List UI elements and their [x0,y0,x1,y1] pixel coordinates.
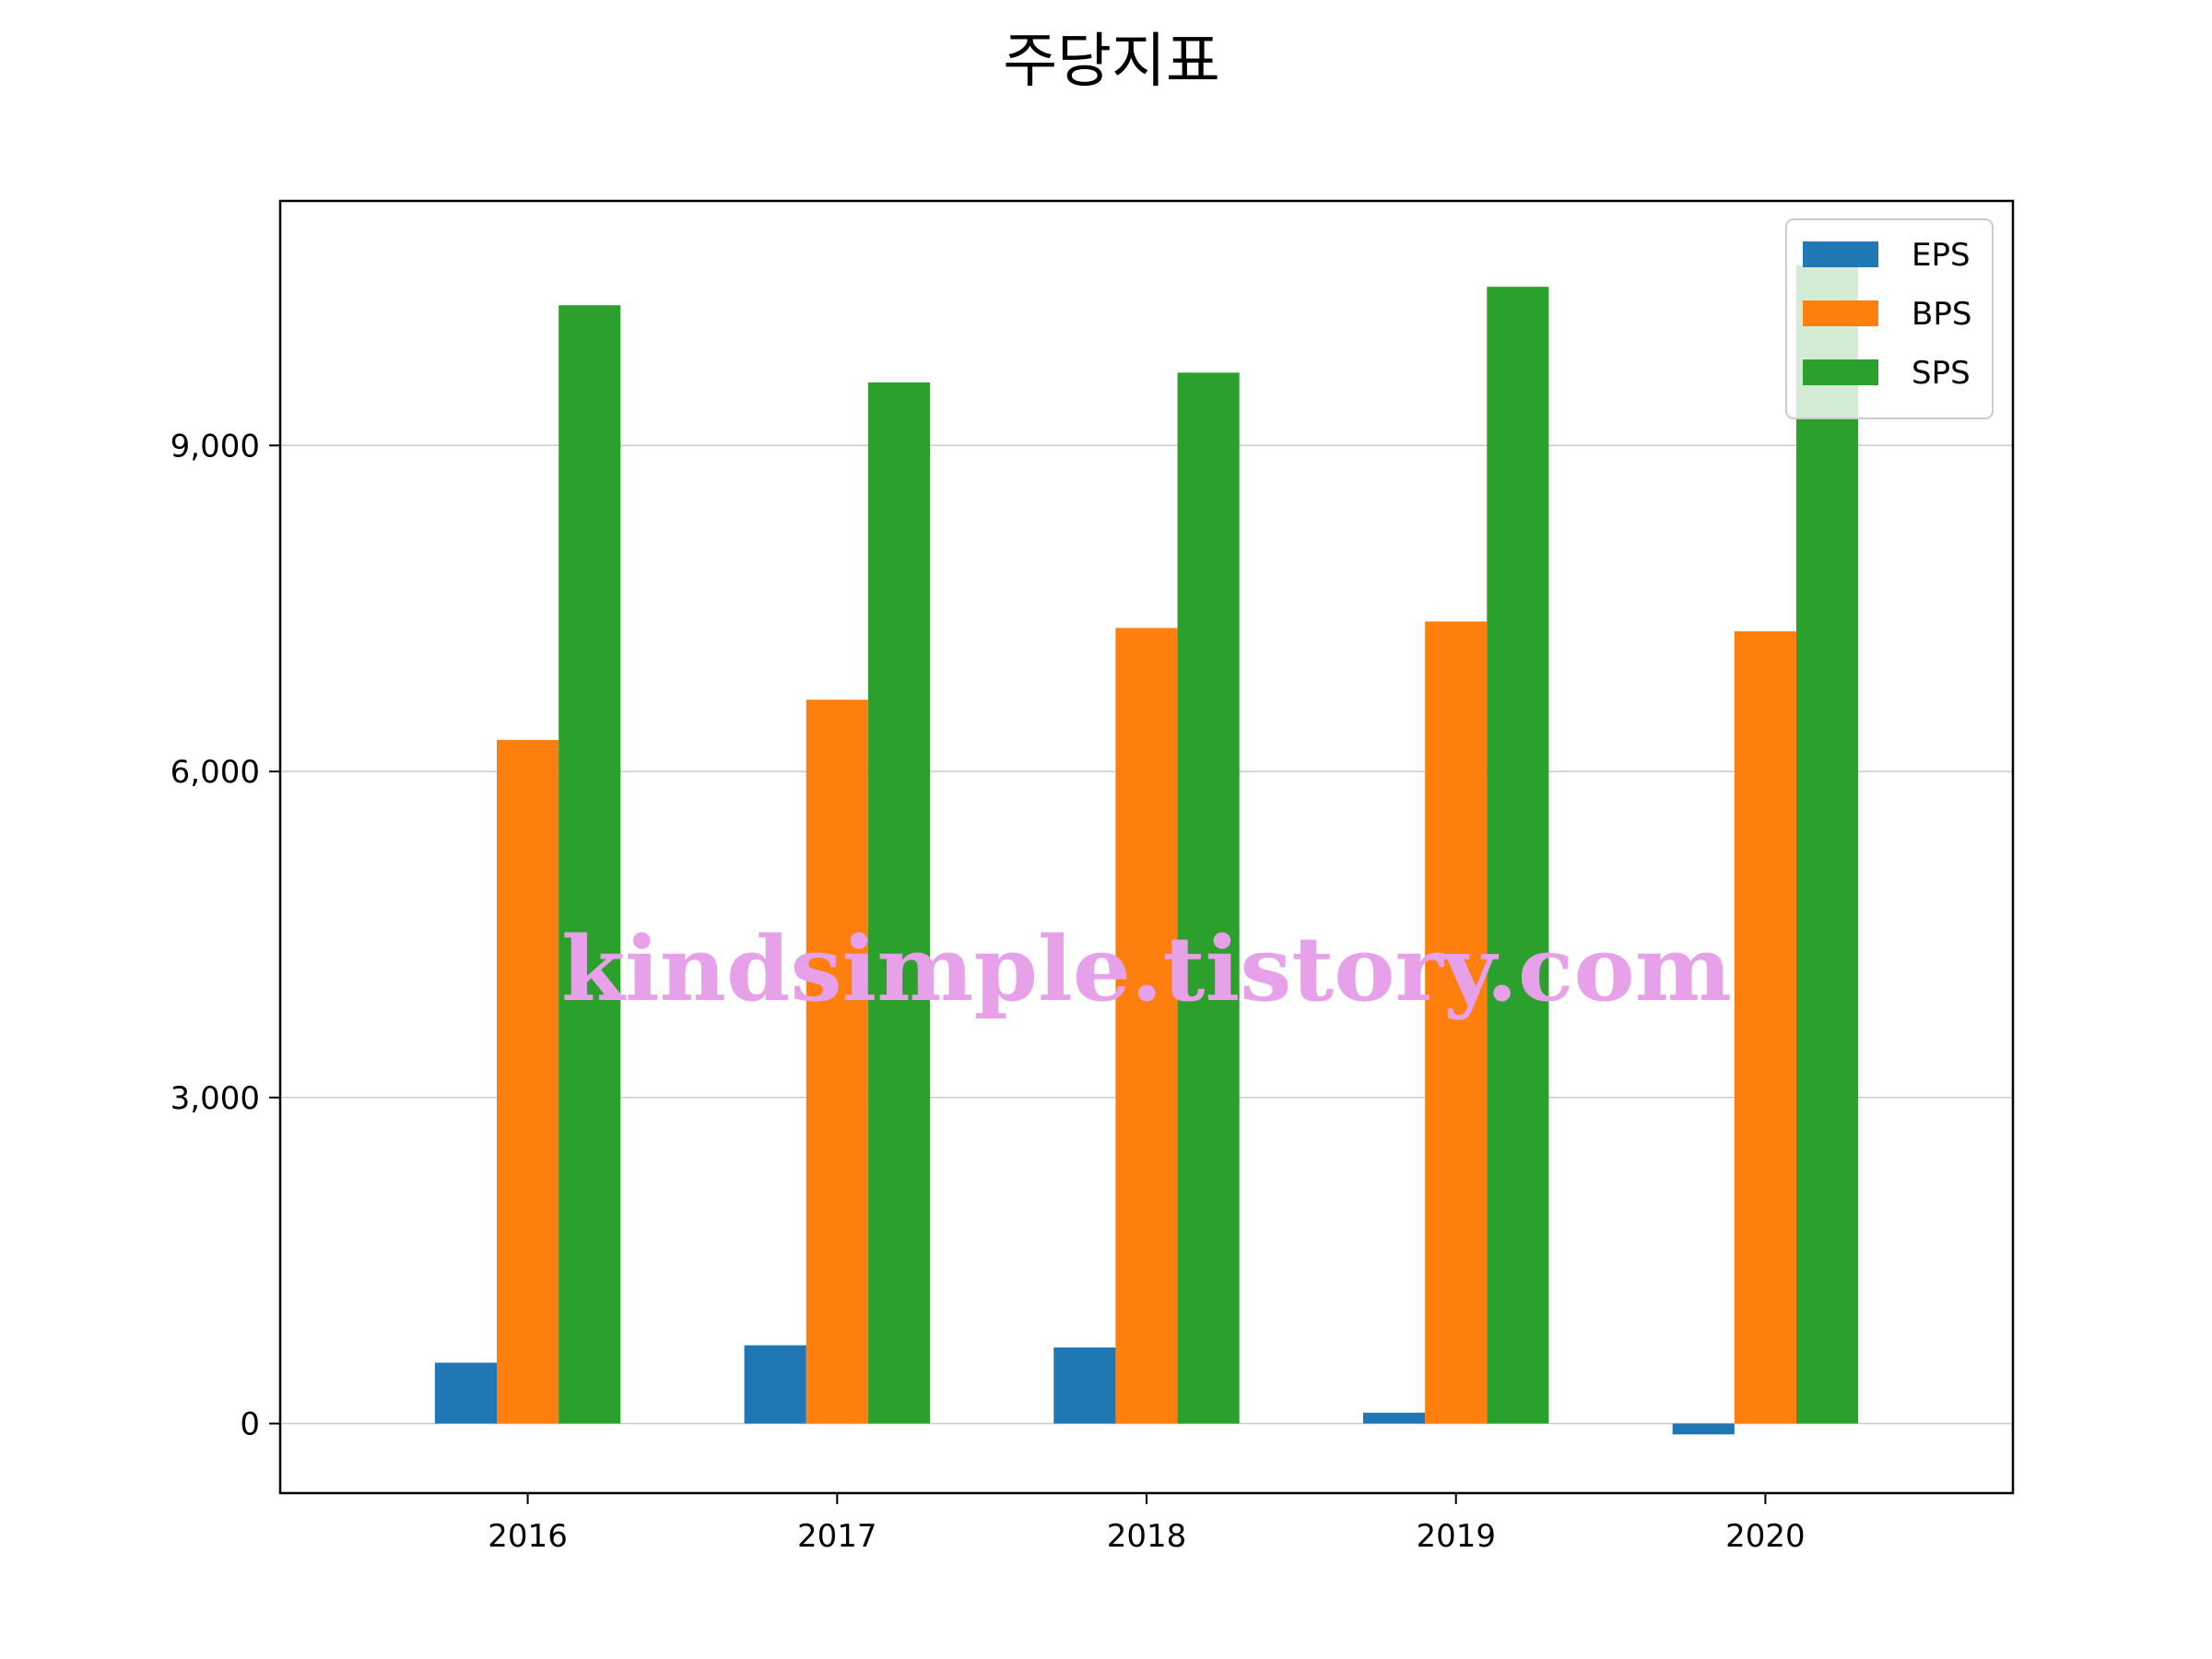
y-tick-label: 9,000 [171,428,260,465]
watermark-text: kindsimple.tistory.com [561,917,1732,1021]
bars [434,265,1859,1435]
legend-swatch-eps [1803,241,1878,267]
bar-bps-2018 [1115,628,1178,1424]
bar-eps-2016 [434,1362,497,1424]
bar-bps-2017 [806,700,868,1424]
y-tick-label: 3,000 [171,1080,260,1117]
bar-eps-2020 [1672,1423,1735,1435]
legend-swatch-bps [1803,300,1878,326]
bar-eps-2018 [1053,1347,1116,1424]
bar-bps-2020 [1734,630,1796,1424]
bar-sps-2017 [867,382,930,1424]
x-tick-label: 2017 [797,1518,877,1555]
bar-sps-2020 [1796,265,1859,1424]
bar-sps-2016 [559,305,621,1424]
x-axis: 2016 2017 2018 2019 2020 [488,1493,1806,1555]
bar-bps-2016 [497,739,559,1424]
y-tick-label: 6,000 [171,754,260,791]
legend-label-bps: BPS [1912,296,1971,333]
x-tick-label: 2019 [1416,1518,1496,1555]
legend-label-eps: EPS [1912,237,1971,274]
legend-label-sps: SPS [1912,355,1971,392]
bar-sps-2019 [1487,287,1549,1424]
bar-eps-2019 [1363,1412,1426,1424]
bar-sps-2018 [1177,372,1240,1424]
legend-swatch-sps [1803,359,1878,385]
bar-eps-2017 [744,1345,806,1424]
x-tick-label: 2018 [1107,1518,1187,1555]
x-tick-label: 2020 [1725,1518,1806,1555]
y-axis: 0 3,000 6,000 9,000 [171,428,280,1443]
y-tick-label: 0 [240,1406,260,1443]
bar-bps-2019 [1425,621,1488,1424]
legend: EPS BPS SPS [1785,218,1994,419]
x-tick-label: 2016 [488,1518,568,1555]
chart-title: 주당지표 [1003,28,1220,96]
